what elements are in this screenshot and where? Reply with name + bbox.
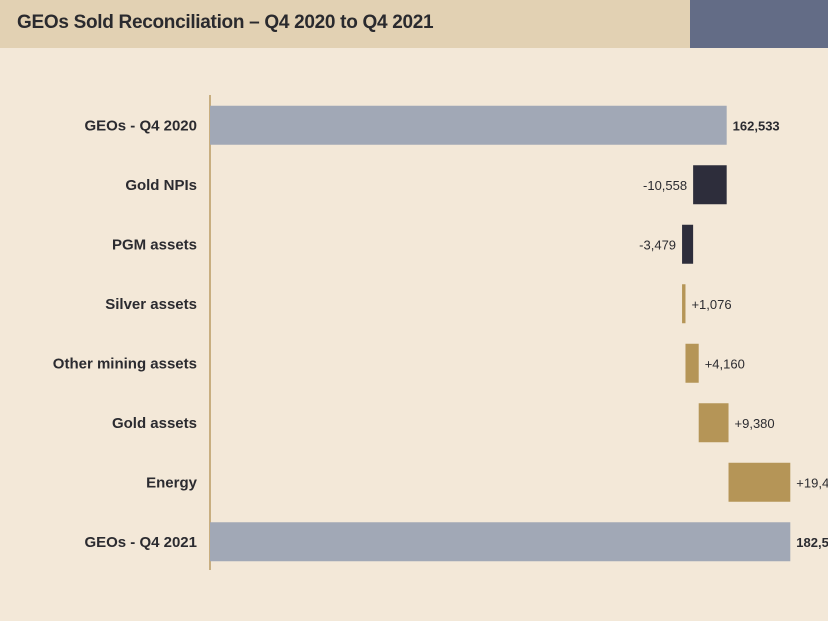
decrease-bar: [693, 165, 727, 205]
increase-bar: [698, 403, 729, 443]
value-label: +19,431: [796, 475, 828, 490]
total-bar: [210, 105, 727, 145]
value-label: -10,558: [643, 178, 687, 193]
value-label: +1,076: [691, 297, 731, 312]
decrease-bar: [682, 224, 694, 264]
total-bar: [210, 522, 791, 562]
category-label: Energy: [146, 474, 198, 491]
category-label: Other mining assets: [53, 355, 197, 372]
value-label: 182,543: [796, 535, 828, 550]
value-label: 162,533: [733, 118, 780, 133]
category-label: Gold assets: [112, 415, 197, 432]
increase-bar: [728, 462, 791, 502]
header-accent-block: [690, 0, 828, 48]
chart-title: GEOs Sold Reconciliation – Q4 2020 to Q4…: [17, 12, 434, 33]
value-label: +4,160: [705, 356, 745, 371]
category-label: Silver assets: [105, 296, 197, 313]
category-label: GEOs - Q4 2020: [84, 117, 197, 134]
increase-bar: [685, 343, 699, 383]
category-label: Gold NPIs: [125, 177, 197, 194]
increase-bar: [682, 284, 686, 324]
value-label: +9,380: [735, 416, 775, 431]
value-label: -3,479: [639, 237, 676, 252]
header-bar: [0, 0, 690, 48]
category-label: GEOs - Q4 2021: [84, 534, 197, 551]
category-label: PGM assets: [112, 236, 197, 253]
